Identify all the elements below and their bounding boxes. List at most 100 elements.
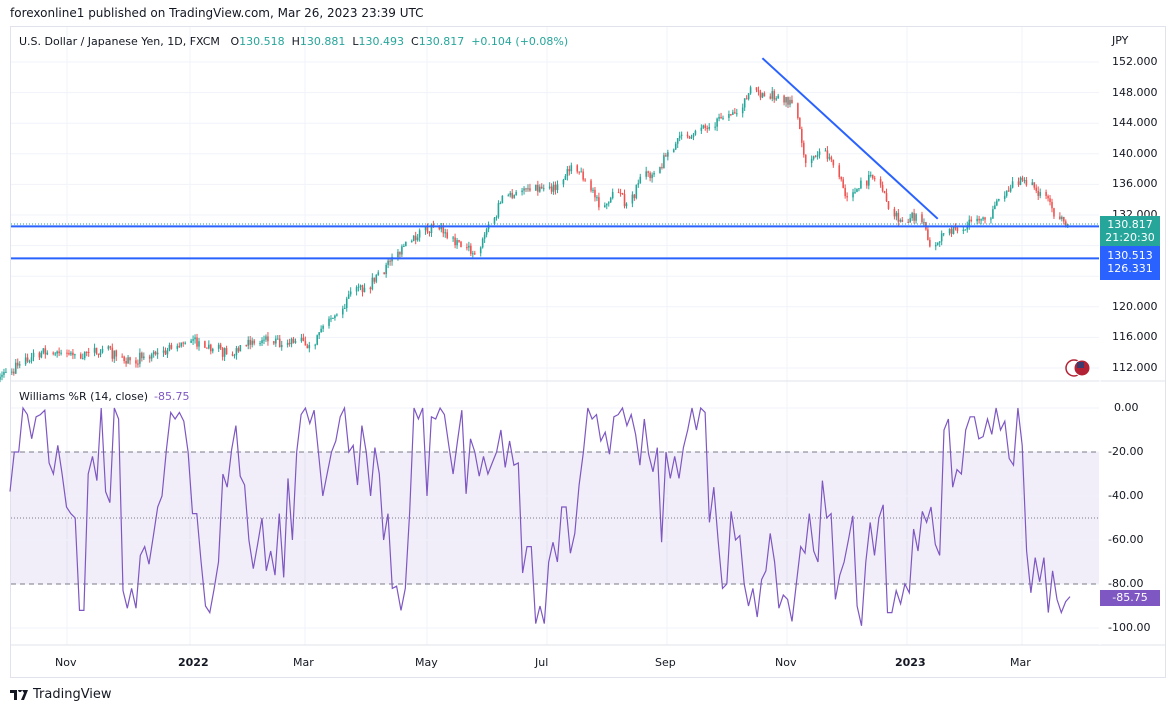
candle-body <box>231 354 234 356</box>
candle-body <box>328 318 330 326</box>
indicator-axis-label: 0.00 <box>1114 401 1139 414</box>
last-price: 130.817 <box>1107 218 1153 231</box>
candle-body <box>347 294 350 299</box>
candle-body <box>28 361 31 363</box>
candle-body <box>68 352 70 355</box>
candle-body <box>897 212 900 222</box>
candle-body <box>468 245 470 248</box>
candle-body <box>452 237 454 239</box>
candle-body <box>473 253 476 255</box>
candle-body <box>540 186 543 189</box>
candle-body <box>424 226 427 231</box>
candle-body <box>804 154 807 163</box>
line-price-2: 126.331 <box>1107 262 1153 275</box>
symbol-legend: U.S. Dollar / Japanese Yen, 1D, FXCM O13… <box>19 35 568 48</box>
candle-body <box>261 340 263 344</box>
candle-body <box>444 232 447 234</box>
candle-body <box>235 348 238 356</box>
low-value: 130.493 <box>358 35 405 48</box>
candle-body <box>259 343 261 345</box>
candle-body <box>275 338 277 344</box>
candle-body <box>223 348 226 357</box>
candle-body <box>1011 181 1014 188</box>
candle-body <box>273 341 275 344</box>
candle-body <box>52 352 55 354</box>
candle-body <box>1031 182 1034 186</box>
tradingview-logo-icon <box>10 689 28 700</box>
candle-body <box>797 103 799 118</box>
candle-body <box>288 342 291 345</box>
candle-body <box>745 98 748 100</box>
candle-body <box>410 241 413 243</box>
candle-body <box>225 348 228 355</box>
candle-body <box>976 218 978 222</box>
candle-body <box>349 291 352 295</box>
candle-body <box>625 203 628 207</box>
candle-body <box>72 352 74 356</box>
time-axis-label: Jul <box>535 656 549 669</box>
candle-body <box>479 247 482 254</box>
candle-body <box>24 357 27 365</box>
candle-body <box>665 155 667 157</box>
candle-body <box>121 356 123 358</box>
candle-body <box>83 351 86 359</box>
candle-body <box>182 342 185 344</box>
candle-body <box>525 188 527 190</box>
candle-body <box>921 214 923 223</box>
candle-body <box>846 196 848 198</box>
candle-body <box>801 129 803 143</box>
candle-body <box>42 348 45 353</box>
candle-body <box>623 194 626 207</box>
candle-body <box>982 217 984 220</box>
candle-body <box>940 233 943 242</box>
indicator-name: Williams %R (14, close) <box>19 390 149 403</box>
candle-body <box>548 186 551 189</box>
time-axis-label: Sep <box>655 656 676 669</box>
candle-body <box>60 352 62 354</box>
candle-body <box>233 355 236 357</box>
candle-body <box>361 285 364 293</box>
time-axis-label: May <box>415 656 438 669</box>
candle-body <box>653 172 655 175</box>
candle-body <box>1051 201 1053 209</box>
candle-body <box>1061 216 1063 220</box>
candle-body <box>783 95 785 103</box>
candle-body <box>497 203 500 217</box>
candle-body <box>1053 208 1055 217</box>
candle-body <box>211 348 214 352</box>
candle-body <box>428 231 431 234</box>
candle-body <box>992 209 994 219</box>
candle-body <box>148 356 151 359</box>
candle-body <box>466 247 468 249</box>
tradingview-logo[interactable]: TradingView <box>10 687 112 702</box>
candle-body <box>418 230 421 238</box>
candle-body <box>0 376 1 380</box>
candle-body <box>249 339 252 345</box>
candle-body <box>359 285 362 287</box>
candle-body <box>56 351 58 354</box>
candle-body <box>405 241 407 247</box>
candle-body <box>389 260 391 262</box>
indicator-legend[interactable]: Williams %R (14, close) -85.75 <box>19 390 190 403</box>
candle-body <box>152 351 155 355</box>
candle-body <box>13 371 15 374</box>
candle-body <box>529 188 531 191</box>
candle-body <box>345 298 348 309</box>
last-price-tag: 130.817 21:20:30 <box>1100 216 1160 246</box>
line-price-tags: 130.513 126.331 <box>1100 246 1160 280</box>
candle-body <box>978 218 980 221</box>
candle-body <box>734 112 736 114</box>
candle-body <box>493 217 496 225</box>
indicator-axis-label: -80.00 <box>1108 577 1144 590</box>
candle-body <box>294 341 297 343</box>
price-axis-label: 144.000 <box>1112 116 1158 130</box>
candle-body <box>998 198 1000 201</box>
candle-body <box>688 136 691 139</box>
price-axis-label: 120.000 <box>1112 299 1158 313</box>
candle-body <box>470 245 472 254</box>
candle-body <box>718 116 720 119</box>
candle-body <box>816 154 819 157</box>
candle-body <box>856 188 858 192</box>
candle-body <box>678 135 681 139</box>
